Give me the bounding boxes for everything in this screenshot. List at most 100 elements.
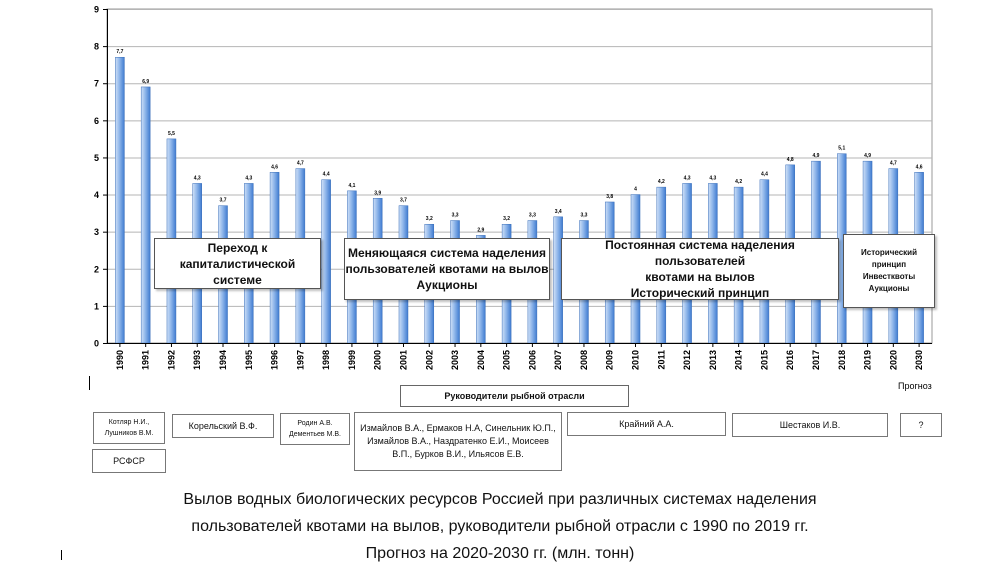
value-label: 3,2 — [426, 216, 433, 222]
chart: 7,7 6,9 5,5 4,3 3,7 4,3 4,6 4,7 4,4 4,1 3,9 3,7 3,2 3… — [94, 5, 933, 370]
period-text: пользователей квотами на вылов — [345, 262, 549, 276]
x-tick-label: 2001 — [398, 350, 408, 370]
forecast-label: Прогноз — [898, 381, 932, 391]
x-tick-label: 2005 — [502, 350, 512, 370]
y-tick-label: 0 — [94, 339, 99, 349]
x-tick-label: 2004 — [476, 350, 486, 370]
y-tick-label: 7 — [94, 79, 99, 89]
leader-text: Лушников В.М. — [104, 430, 154, 437]
bar — [115, 56, 125, 344]
caption-line: пользователей квотами на вылов, руководи… — [191, 518, 809, 535]
leader-box-rodin: Родин А.В. Дементьев М.В. — [280, 413, 350, 445]
rsfsr-box: РСФСР — [92, 449, 166, 473]
y-tick-label: 1 — [94, 301, 99, 311]
period-text: Меняющаяся система наделения — [348, 246, 546, 260]
y-tick-label: 8 — [94, 42, 99, 52]
period-box-changing-system: Меняющаяся система наделения пользователе… — [344, 238, 550, 300]
period-box-transition: Переход к капиталистической системе — [154, 238, 321, 289]
y-tick-label: 4 — [94, 190, 99, 200]
leader-text: Измайлов В.А., Наздратенко Е.И., Моисеев — [367, 436, 549, 446]
leader-box-krainy: Крайний А.А. — [567, 412, 726, 436]
leader-text: Дементьев М.В. — [288, 431, 341, 438]
value-label: 4,3 — [245, 175, 252, 181]
edge-mark — [89, 376, 90, 390]
y-tick-label: 2 — [94, 264, 99, 274]
period-text: квотами на вылов — [645, 270, 755, 284]
x-tick-label: 2013 — [708, 350, 718, 370]
x-tick-label: 2015 — [759, 350, 769, 370]
x-tick-label: 2009 — [605, 350, 615, 370]
period-text: Инвестквоты — [862, 272, 916, 281]
value-label: 4,4 — [323, 172, 330, 178]
value-label: 4,3 — [684, 175, 691, 181]
leader-box-izmailov: Измайлов В.А., Ермаков Н.А, Синельник Ю.… — [354, 412, 562, 471]
value-label: 3,2 — [503, 216, 510, 222]
leader-box-shestakov: Шестаков И.В. — [732, 413, 888, 437]
value-label: 3,3 — [452, 213, 459, 219]
x-tick-label: 2011 — [656, 350, 666, 370]
value-label: 4,9 — [864, 153, 871, 159]
value-label: 3,3 — [529, 213, 536, 219]
x-tick-label: 1993 — [192, 350, 202, 370]
x-tick-label: 1990 — [115, 350, 125, 370]
period-box-historical-investquota: Исторический принцип Инвестквоты Аукционы — [843, 234, 935, 308]
x-tick-label: 2019 — [863, 350, 873, 370]
value-label: 7,7 — [116, 49, 123, 55]
period-box-permanent-system: Постоянная система наделения пользовател… — [561, 238, 839, 300]
period-text: принцип — [871, 260, 907, 269]
leader-box-kotlyar: Котляр Н.И., Лушников В.М. — [93, 412, 165, 444]
x-tick-label: 1994 — [218, 350, 228, 370]
leader-text: Котляр Н.И., — [108, 419, 150, 426]
value-label: 4,3 — [194, 175, 201, 181]
leader-text: ? — [918, 419, 924, 430]
leader-text: Шестаков И.В. — [779, 419, 841, 430]
x-tick-label: 2030 — [914, 350, 924, 370]
leader-text: Крайний А.А. — [619, 418, 674, 429]
period-text: Аукционы — [416, 278, 478, 292]
chart-caption: Вылов водных биологических ресурсов Росс… — [60, 486, 940, 567]
edge-mark — [61, 550, 62, 560]
bar — [321, 179, 331, 344]
x-tick-label: 1995 — [244, 350, 254, 370]
leader-text: Измайлов В.А., Ермаков Н.А, Синельник Ю.… — [360, 423, 556, 433]
bar — [140, 86, 151, 344]
x-tick-label: 2002 — [424, 350, 434, 370]
x-tick-label: 1996 — [270, 350, 280, 370]
period-text: Аукционы — [868, 284, 910, 293]
period-text: Переход к — [207, 240, 268, 255]
x-tick-label: 2006 — [527, 350, 537, 370]
caption-line: Вылов водных биологических ресурсов Росс… — [183, 491, 817, 508]
x-tick-label: 1998 — [321, 350, 331, 370]
value-label: 3,9 — [374, 190, 381, 196]
y-tick-label: 9 — [94, 5, 99, 15]
value-label: 6,9 — [142, 79, 149, 85]
value-label: 3,4 — [555, 209, 562, 215]
x-tick-label: 2017 — [811, 350, 821, 370]
x-tick-label: 2007 — [553, 350, 563, 370]
x-tick-label: 2008 — [579, 350, 589, 370]
value-label: 4,7 — [297, 161, 304, 167]
x-tick-label: 1991 — [141, 350, 151, 370]
leader-box-korelsky: Корельский В.Ф. — [172, 414, 274, 438]
leader-box-unknown: ? — [900, 413, 942, 437]
y-tick-label: 6 — [94, 116, 99, 126]
value-label: 4,2 — [735, 179, 742, 185]
caption-line: Прогноз на 2020-2030 гг. (млн. тонн) — [365, 545, 635, 562]
x-tick-label: 1999 — [347, 350, 357, 370]
x-tick-label: 2000 — [373, 350, 383, 370]
value-label: 3,7 — [220, 198, 227, 204]
value-label: 4,1 — [348, 183, 355, 189]
x-tick-label: 2016 — [785, 350, 795, 370]
value-label: 4,6 — [271, 164, 278, 170]
leader-text: В.П., Бурков В.И., Ильясов Е.В. — [392, 449, 524, 459]
leader-text: Корельский В.Ф. — [188, 420, 258, 431]
value-label: 3,7 — [400, 198, 407, 204]
y-tick-label: 3 — [94, 227, 99, 237]
x-tick-label: 2003 — [450, 350, 460, 370]
value-label: 3,8 — [606, 194, 613, 200]
leader-text: Родин А.В. — [297, 420, 333, 427]
leaders-title: Руководители рыбной отрасли — [400, 385, 629, 407]
leaders-title-text: Руководители рыбной отрасли — [444, 391, 585, 401]
x-tick-label: 1992 — [166, 350, 176, 370]
x-tick-label: 2012 — [682, 350, 692, 370]
